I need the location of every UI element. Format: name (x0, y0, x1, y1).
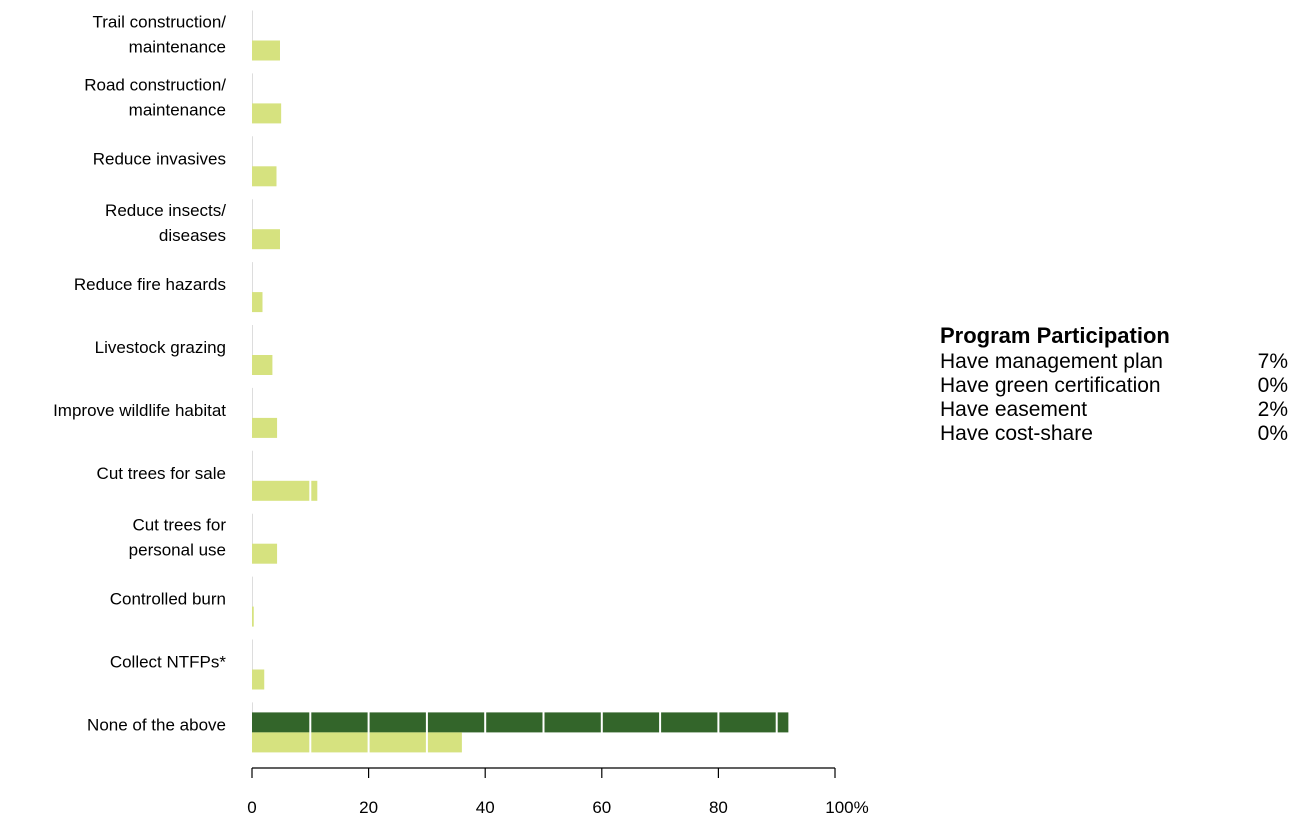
bar-series-2 (252, 543, 278, 564)
bar-series-2 (252, 166, 277, 187)
program-participation-panel: Program Participation Have management pl… (940, 322, 1290, 446)
program-row-green-certification: Have green certification 0% (940, 374, 1290, 398)
bar-series-2 (252, 669, 265, 690)
x-tick-label: 0 (247, 798, 256, 817)
bar-chart: Trail construction/maintenance Road const… (53, 0, 869, 817)
category-label: Controlled burn (110, 590, 226, 609)
program-row-label: Have easement (940, 398, 1088, 421)
bar-series-2 (252, 40, 280, 61)
x-axis: 0 20 40 60 80 100% (247, 767, 869, 817)
category-label: None of the above (87, 715, 226, 734)
program-row-value: 0% (1257, 374, 1288, 397)
bar-series-2 (252, 480, 318, 501)
x-tick-label: 80 (709, 798, 728, 817)
bar-series-2 (252, 417, 278, 438)
category-label: Reduce insects/diseases (105, 201, 226, 245)
program-row-cost-share: Have cost-share 0% (940, 422, 1290, 446)
bars-layer (252, 0, 789, 755)
bar-series-1 (252, 712, 789, 733)
program-row-value: 7% (1257, 350, 1288, 373)
x-tick-label: 60 (592, 798, 611, 817)
category-label: Livestock grazing (95, 338, 226, 357)
category-label: Trail construction/maintenance (92, 13, 226, 57)
category-labels: Trail construction/maintenance Road const… (53, 13, 226, 735)
bar-series-2 (252, 292, 263, 313)
program-row-label: Have management plan (940, 350, 1163, 373)
x-tick-label: 20 (359, 798, 378, 817)
category-label: Road construction/maintenance (84, 75, 226, 119)
program-row-management-plan: Have management plan 7% (940, 350, 1290, 374)
program-row-label: Have cost-share (940, 422, 1093, 445)
x-tick-label: 40 (476, 798, 495, 817)
bar-series-2 (252, 606, 254, 627)
category-label: Cut trees for sale (97, 464, 226, 483)
category-label: Collect NTFPs* (110, 653, 227, 672)
bar-series-2 (252, 103, 282, 124)
program-row-label: Have green certification (940, 374, 1161, 397)
bar-series-2 (252, 355, 273, 375)
bar-series-2 (252, 732, 462, 753)
program-row-value: 0% (1257, 422, 1288, 445)
program-row-value: 2% (1257, 398, 1288, 421)
category-label: Cut trees for personal use (129, 516, 227, 560)
program-row-easement: Have easement 2% (940, 398, 1290, 422)
category-label: Reduce fire hazards (74, 275, 226, 294)
category-label: Improve wildlife habitat (53, 401, 226, 420)
program-title: Program Participation (940, 323, 1170, 348)
bar-series-2 (252, 229, 280, 250)
category-label: Reduce invasives (93, 149, 226, 168)
x-tick-label: 100% (825, 798, 868, 817)
